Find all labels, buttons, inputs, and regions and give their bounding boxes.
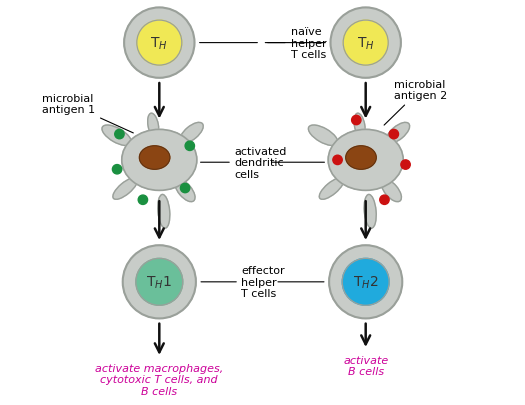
- Ellipse shape: [328, 130, 403, 191]
- Text: activated
dendritic
cells: activated dendritic cells: [234, 146, 287, 179]
- Text: T$_{H}$2: T$_{H}$2: [353, 274, 379, 290]
- Circle shape: [401, 160, 410, 170]
- Ellipse shape: [148, 114, 159, 138]
- Ellipse shape: [102, 126, 131, 146]
- Circle shape: [137, 21, 182, 66]
- Circle shape: [124, 9, 194, 79]
- Circle shape: [380, 196, 389, 205]
- Circle shape: [115, 130, 124, 139]
- Circle shape: [331, 9, 401, 79]
- Circle shape: [138, 196, 148, 205]
- Circle shape: [181, 184, 190, 193]
- Ellipse shape: [308, 126, 338, 146]
- Circle shape: [185, 142, 194, 151]
- Ellipse shape: [113, 178, 138, 200]
- Ellipse shape: [158, 195, 170, 228]
- Ellipse shape: [175, 180, 195, 202]
- Text: activate
B cells: activate B cells: [343, 355, 388, 376]
- Text: activate macrophages,
cytotoxic T cells, and
B cells: activate macrophages, cytotoxic T cells,…: [95, 362, 224, 396]
- Ellipse shape: [122, 130, 197, 191]
- Text: T$_{H}$1: T$_{H}$1: [146, 274, 172, 290]
- Ellipse shape: [364, 195, 376, 228]
- Circle shape: [389, 130, 398, 139]
- Circle shape: [136, 259, 183, 305]
- Text: effector
helper
T cells: effector helper T cells: [242, 266, 285, 299]
- Ellipse shape: [180, 123, 203, 144]
- Circle shape: [333, 156, 342, 165]
- Circle shape: [343, 21, 388, 66]
- Ellipse shape: [346, 147, 376, 170]
- Text: T$_{H}$: T$_{H}$: [357, 35, 374, 52]
- Ellipse shape: [354, 114, 365, 138]
- Ellipse shape: [386, 123, 410, 144]
- Circle shape: [342, 259, 389, 305]
- Circle shape: [352, 116, 361, 126]
- Ellipse shape: [381, 180, 402, 202]
- Ellipse shape: [319, 178, 344, 200]
- Text: microbial
antigen 1: microbial antigen 1: [42, 94, 133, 134]
- Circle shape: [123, 246, 196, 319]
- Ellipse shape: [139, 147, 170, 170]
- Circle shape: [329, 246, 402, 319]
- Text: naïve
helper
T cells: naïve helper T cells: [265, 27, 326, 60]
- Text: microbial
antigen 2: microbial antigen 2: [384, 79, 447, 126]
- Circle shape: [112, 165, 122, 175]
- Text: T$_{H}$: T$_{H}$: [151, 35, 168, 52]
